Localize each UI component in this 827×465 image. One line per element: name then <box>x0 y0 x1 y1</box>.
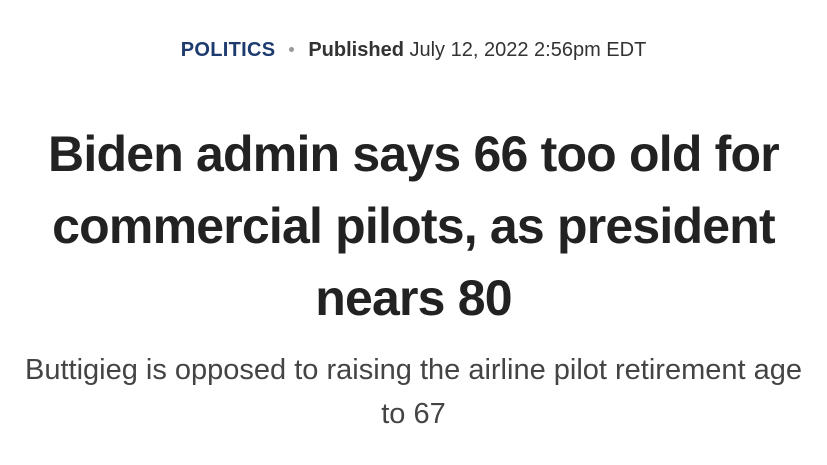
published-date: July 12, 2022 2:56pm EDT <box>409 39 647 61</box>
separator-dot <box>289 46 295 52</box>
headline: Biden admin says 66 too old for commerci… <box>48 126 780 326</box>
meta-line: POLITICS Published July 12, 2022 2:56pm E… <box>0 36 827 64</box>
subheadline: Buttigieg is opposed to raising the airl… <box>24 354 802 430</box>
category-link[interactable]: POLITICS <box>180 39 276 61</box>
published-label: Published <box>308 39 404 61</box>
